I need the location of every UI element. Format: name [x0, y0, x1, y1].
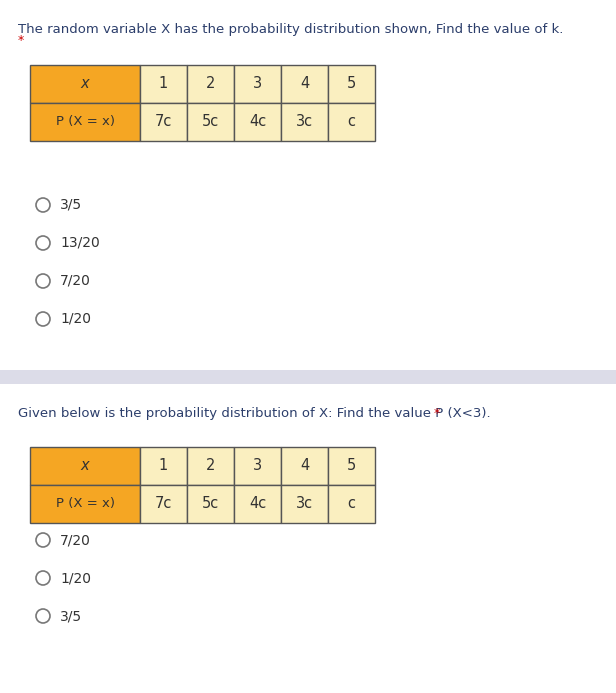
Text: 5c: 5c: [202, 496, 219, 511]
Text: 7c: 7c: [155, 496, 172, 511]
Bar: [187, 65, 234, 103]
Text: 4: 4: [300, 459, 309, 473]
Text: 13/20: 13/20: [60, 236, 100, 250]
Text: 1/20: 1/20: [60, 312, 91, 326]
Text: 3: 3: [253, 459, 262, 473]
Bar: [140, 103, 187, 141]
Text: 3/5: 3/5: [60, 198, 82, 212]
Bar: [234, 103, 281, 141]
Bar: [187, 103, 234, 141]
Bar: [30, 447, 140, 485]
Text: 3c: 3c: [296, 496, 313, 511]
Text: 3/5: 3/5: [60, 609, 82, 623]
Text: *: *: [18, 34, 24, 47]
Text: 1/20: 1/20: [60, 571, 91, 585]
Text: 1: 1: [159, 76, 168, 91]
Bar: [281, 447, 328, 485]
Text: P (X = x): P (X = x): [55, 116, 115, 128]
Text: 4c: 4c: [249, 114, 266, 130]
Text: 5: 5: [347, 459, 356, 473]
Bar: [0, 370, 616, 384]
Bar: [234, 485, 281, 523]
Text: 7/20: 7/20: [60, 274, 91, 288]
Bar: [140, 65, 187, 103]
Text: c: c: [347, 496, 355, 511]
Bar: [140, 485, 187, 523]
Text: 3c: 3c: [296, 114, 313, 130]
Text: c: c: [347, 114, 355, 130]
Bar: [328, 447, 375, 485]
Text: 4: 4: [300, 76, 309, 91]
Bar: [328, 485, 375, 523]
Bar: [281, 103, 328, 141]
Text: The random variable X has the probability distribution shown, Find the value of : The random variable X has the probabilit…: [18, 23, 564, 36]
Bar: [187, 485, 234, 523]
Text: x: x: [81, 76, 89, 91]
Text: 2: 2: [206, 459, 215, 473]
Text: 5c: 5c: [202, 114, 219, 130]
Bar: [281, 65, 328, 103]
Text: 1: 1: [159, 459, 168, 473]
Bar: [328, 103, 375, 141]
Bar: [140, 447, 187, 485]
Text: 3: 3: [253, 76, 262, 91]
Bar: [328, 65, 375, 103]
Text: Given below is the probability distribution of X: Find the value P (X<3).: Given below is the probability distribut…: [18, 407, 490, 420]
Text: x: x: [81, 459, 89, 473]
Text: 7c: 7c: [155, 114, 172, 130]
Bar: [234, 447, 281, 485]
Text: P (X = x): P (X = x): [55, 498, 115, 511]
Bar: [30, 485, 140, 523]
Bar: [187, 447, 234, 485]
Text: *: *: [430, 407, 440, 420]
Text: 5: 5: [347, 76, 356, 91]
Bar: [234, 65, 281, 103]
Bar: [30, 65, 140, 103]
Text: 4c: 4c: [249, 496, 266, 511]
Bar: [281, 485, 328, 523]
Bar: [30, 103, 140, 141]
Text: 7/20: 7/20: [60, 533, 91, 547]
Text: 2: 2: [206, 76, 215, 91]
